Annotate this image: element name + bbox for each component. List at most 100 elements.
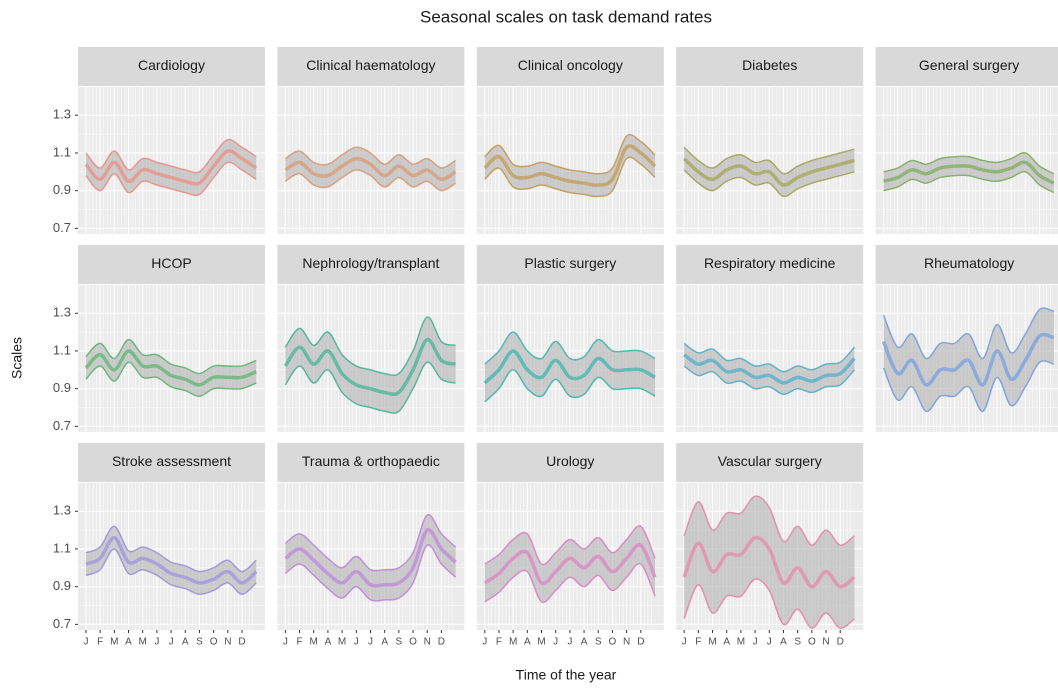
x-tick-label: N — [224, 637, 231, 648]
y-axis-label: Scales — [9, 337, 25, 379]
confidence-band — [484, 332, 656, 402]
x-tick-label: S — [396, 637, 403, 648]
x-tick-label: F — [296, 637, 302, 648]
strip-background — [476, 245, 664, 284]
strip-background — [476, 443, 664, 482]
y-tick-label: 1.1 — [53, 144, 71, 159]
mean-line — [483, 144, 657, 187]
x-tick-label: O — [609, 637, 617, 648]
x-tick-label: A — [182, 637, 189, 648]
x-tick-label: M — [737, 637, 745, 648]
mean-line — [284, 156, 457, 182]
x-tick-label: D — [837, 637, 844, 648]
upper-bound-line — [85, 525, 257, 573]
upper-bound-line — [484, 133, 656, 175]
x-tick-label: S — [595, 637, 602, 648]
x-tick-label: M — [338, 637, 346, 648]
upper-bound-line — [85, 338, 257, 375]
lower-bound-line — [85, 161, 257, 197]
strip-label: Plastic surgery — [524, 255, 616, 271]
strip-background — [78, 47, 265, 86]
x-tick-label: M — [537, 637, 545, 648]
strip-background — [78, 443, 265, 482]
chart-title: Seasonal scales on task demand rates — [420, 7, 712, 26]
y-tick-label: 1.1 — [53, 540, 71, 555]
panel: HCOP 0.7 0.9 1.1 1.3 — [53, 245, 265, 433]
confidence-band — [484, 525, 656, 603]
x-tick-label: M — [509, 637, 517, 648]
strip-background — [78, 245, 265, 284]
lower-bound-line — [284, 361, 456, 414]
strip-label: Respiratory medicine — [704, 255, 836, 271]
strip-background — [676, 443, 864, 482]
strip-label: Clinical haematology — [306, 57, 435, 73]
x-tick-label: J — [553, 637, 558, 648]
x-tick-label: O — [210, 637, 218, 648]
x-tick-label: S — [794, 637, 801, 648]
mean-line — [881, 332, 1055, 387]
mean-line — [682, 157, 855, 187]
upper-bound-line — [284, 513, 457, 572]
x-tick-label: J — [767, 637, 772, 648]
upper-bound-line — [683, 495, 855, 546]
strip-label: General surgery — [919, 57, 1019, 73]
x-tick-label: F — [97, 637, 103, 648]
mean-line — [85, 535, 258, 585]
x-tick-label: O — [409, 637, 417, 648]
panel: Respiratory medicine — [676, 245, 864, 432]
lower-bound-line — [882, 360, 1055, 413]
x-tick-label: M — [139, 637, 147, 648]
panel: Nephrology/transplant — [277, 245, 465, 432]
x-tick-label: J — [482, 637, 487, 648]
strip-background — [875, 47, 1058, 86]
lower-bound-line — [683, 169, 855, 198]
strip-background — [277, 245, 465, 284]
x-tick-label: A — [780, 637, 787, 648]
x-tick-label: J — [753, 637, 758, 648]
x-tick-label: A — [723, 637, 730, 648]
mean-line — [683, 353, 856, 385]
mean-line — [283, 337, 457, 396]
x-tick-label: J — [169, 637, 174, 648]
upper-bound-line — [85, 138, 257, 174]
lower-bound-line — [683, 578, 855, 629]
lower-bound-line — [683, 365, 855, 396]
panel: Diabetes — [676, 47, 864, 234]
lower-bound-line — [484, 369, 656, 403]
strip-background — [277, 443, 465, 482]
x-tick-label: J — [83, 637, 88, 648]
lower-bound-line — [284, 544, 457, 602]
strip-label: Clinical oncology — [518, 57, 623, 73]
upper-bound-line — [484, 525, 656, 566]
y-tick-label: 0.9 — [53, 182, 71, 197]
y-tick-label: 0.9 — [53, 380, 71, 395]
upper-bound-line — [284, 316, 456, 377]
x-tick-label: O — [808, 637, 816, 648]
lower-bound-line — [284, 169, 456, 192]
x-tick-label: M — [310, 637, 318, 648]
strip-background — [875, 245, 1058, 284]
x-tick-label: F — [695, 637, 701, 648]
lower-bound-line — [883, 170, 1055, 194]
strip-label: Urology — [546, 453, 594, 469]
x-tick-label: A — [125, 637, 132, 648]
y-tick-label: 1.1 — [53, 342, 71, 357]
upper-bound-line — [882, 307, 1055, 360]
strip-background — [476, 47, 664, 86]
strip-background — [277, 47, 465, 86]
mean-line — [84, 349, 257, 387]
y-tick-label: 1.3 — [53, 107, 71, 122]
strip-label: Rheumatology — [924, 255, 1014, 271]
confidence-band — [684, 496, 855, 629]
upper-bound-line — [284, 146, 456, 169]
x-tick-label: A — [381, 637, 388, 648]
strip-label: Diabetes — [742, 57, 797, 73]
x-tick-label: A — [325, 637, 332, 648]
strip-background — [676, 245, 864, 284]
x-tick-label: A — [524, 637, 531, 648]
panel: Cardiology 0.7 0.9 1.1 1.3 — [53, 47, 265, 235]
x-tick-label: N — [424, 637, 431, 648]
